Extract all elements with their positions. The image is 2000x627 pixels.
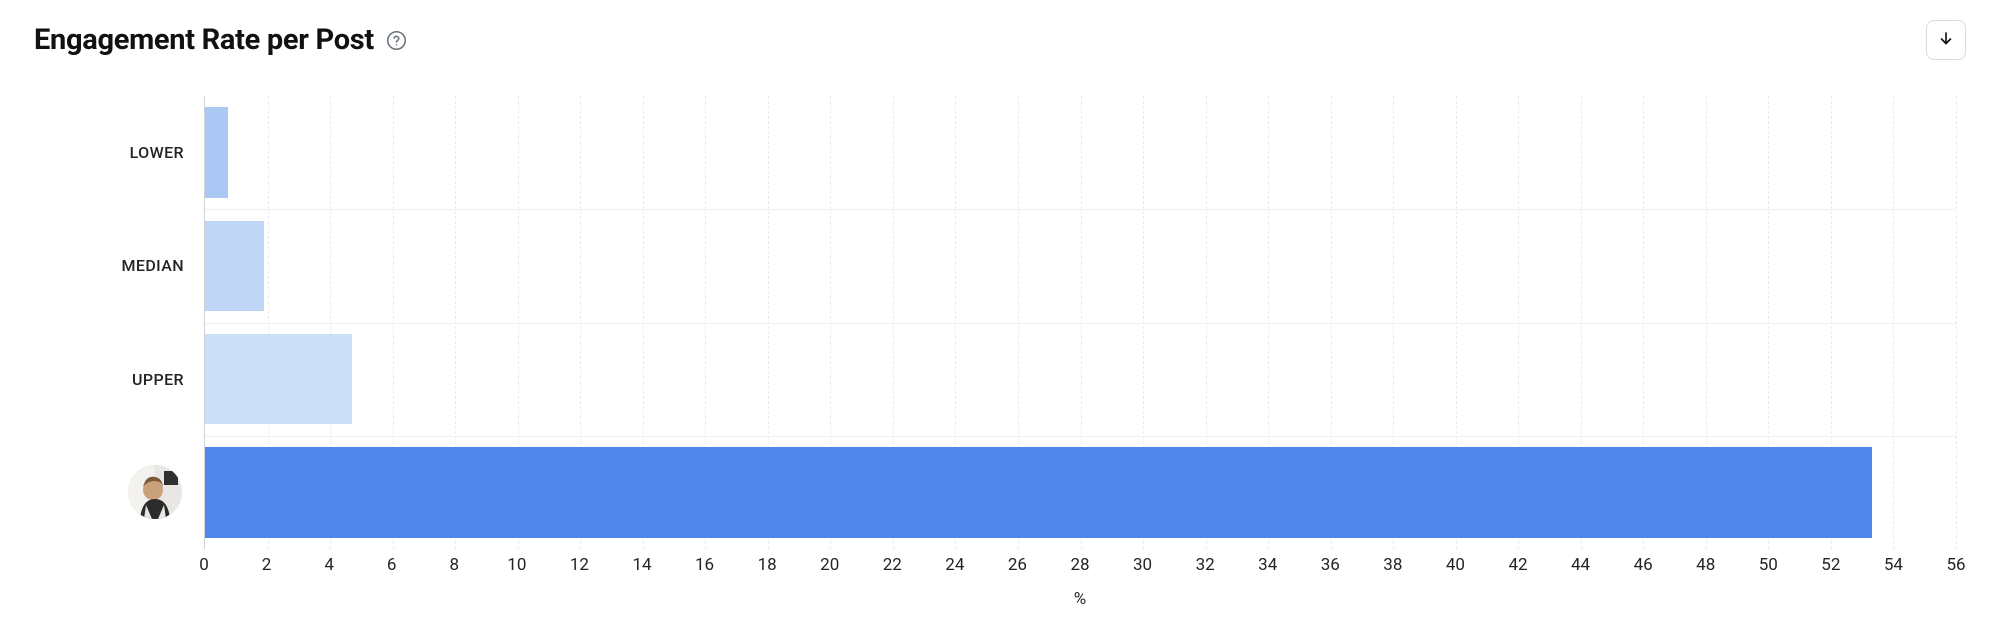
- y-axis-label: UPPER: [34, 323, 184, 436]
- y-axis-labels: LOWERMEDIANUPPER: [34, 96, 194, 549]
- bar-row: [205, 334, 1956, 425]
- download-arrow-icon: [1937, 30, 1955, 51]
- bar: [205, 447, 1872, 538]
- chart-header: Engagement Rate per Post: [0, 0, 2000, 60]
- x-tick-label: 52: [1821, 555, 1840, 575]
- profile-avatar-icon: [128, 465, 182, 519]
- x-tick-label: 14: [632, 555, 651, 575]
- x-tick-label: 8: [450, 555, 460, 575]
- x-tick-label: 12: [570, 555, 589, 575]
- x-tick-label: 16: [695, 555, 714, 575]
- x-tick-label: 20: [820, 555, 839, 575]
- bar: [205, 221, 264, 312]
- y-axis-label: LOWER: [34, 96, 184, 209]
- x-tick-label: 4: [324, 555, 334, 575]
- x-tick-label: 42: [1508, 555, 1527, 575]
- x-tick-label: 24: [945, 555, 964, 575]
- chart-container: LOWERMEDIANUPPER % 024681012141618202224…: [34, 86, 1966, 609]
- title-wrap: Engagement Rate per Post: [34, 23, 408, 57]
- x-tick-label: 6: [387, 555, 397, 575]
- x-tick-label: 48: [1696, 555, 1715, 575]
- y-axis-label: MEDIAN: [34, 209, 184, 322]
- x-tick-label: 36: [1321, 555, 1340, 575]
- x-tick-label: 40: [1446, 555, 1465, 575]
- x-tick-label: 0: [199, 555, 209, 575]
- x-tick-label: 30: [1133, 555, 1152, 575]
- bar-row: [205, 447, 1956, 538]
- x-tick-label: 56: [1946, 555, 1965, 575]
- x-axis: % 02468101214161820222426283032343638404…: [204, 549, 1956, 609]
- x-tick-label: 10: [507, 555, 526, 575]
- chart-title: Engagement Rate per Post: [34, 23, 374, 57]
- x-tick-label: 34: [1258, 555, 1277, 575]
- y-axis-avatar: [34, 436, 184, 549]
- bar: [205, 107, 228, 198]
- bar: [205, 334, 352, 425]
- bar-row: [205, 221, 1956, 312]
- x-tick-label: 32: [1196, 555, 1215, 575]
- x-tick-label: 28: [1070, 555, 1089, 575]
- plot-area: [204, 96, 1956, 549]
- help-circle-icon[interactable]: [386, 29, 408, 51]
- row-separator: [205, 209, 1956, 210]
- x-tick-label: 50: [1759, 555, 1778, 575]
- x-tick-label: 54: [1884, 555, 1903, 575]
- x-tick-label: 44: [1571, 555, 1590, 575]
- download-button[interactable]: [1926, 20, 1966, 60]
- x-tick-label: 18: [758, 555, 777, 575]
- engagement-chart: LOWERMEDIANUPPER % 024681012141618202224…: [34, 86, 1966, 609]
- x-tick-label: 22: [883, 555, 902, 575]
- bar-row: [205, 107, 1956, 198]
- x-tick-label: 38: [1383, 555, 1402, 575]
- row-separator: [205, 436, 1956, 437]
- x-tick-label: 26: [1008, 555, 1027, 575]
- gridline: [1956, 96, 1957, 549]
- row-separator: [205, 323, 1956, 324]
- x-tick-label: 46: [1634, 555, 1653, 575]
- x-axis-title: %: [1074, 589, 1086, 609]
- x-tick-label: 2: [262, 555, 272, 575]
